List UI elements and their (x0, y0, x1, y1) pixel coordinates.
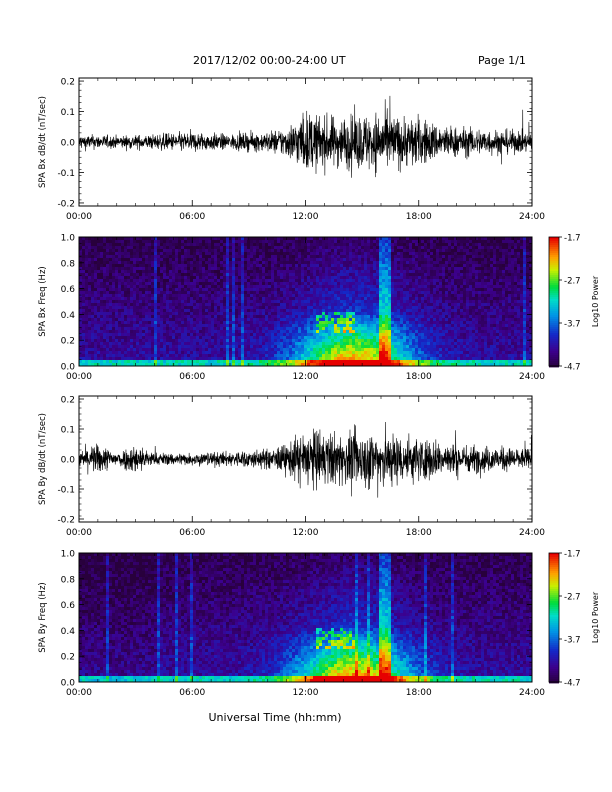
x-tick-label: 24:00 (519, 688, 545, 698)
y-axis-label: SPA By Freq (Hz) (38, 582, 48, 652)
y-tick-label: -0.1 (57, 486, 75, 496)
x-axis-label: Universal Time (hh:mm) (209, 711, 342, 724)
spectrogram-cells (79, 553, 533, 683)
panel-1: 0.2 0.1 0.0 -0.1 -0.2 00:00 06:00 12:00 18:00 24:… (38, 77, 545, 222)
colorbar-tick-label: -4.7 (564, 363, 581, 373)
y-tick-label: 0.4 (61, 627, 76, 637)
x-tick-label: 18:00 (406, 212, 432, 222)
colorbar-tick-label: -2.7 (564, 277, 581, 287)
colorbar-tick-label: -4.7 (564, 679, 581, 689)
y-tick-label: 0.6 (61, 285, 76, 295)
x-tick-label: 00:00 (66, 528, 92, 538)
x-tick-label: 18:00 (406, 372, 432, 382)
y-tick-label: -0.2 (57, 199, 75, 209)
x-tick-label: 12:00 (293, 212, 319, 222)
x-tick-label: 06:00 (179, 688, 205, 698)
y-tick-label: 0.0 (61, 456, 76, 466)
y-tick-label: -0.2 (57, 516, 75, 526)
x-tick-label: 00:00 (66, 372, 92, 382)
y-tick-label: -0.1 (57, 169, 75, 179)
x-tick-label: 12:00 (293, 688, 319, 698)
y-axis-label: SPA Bx Freq (Hz) (38, 266, 48, 336)
panel-4: -1.7 -2.7 -3.7 -4.7 Log10 Power 1.0 0.8 0.6 0.4 0… (38, 550, 600, 699)
y-tick-label: 0.4 (61, 311, 76, 321)
y-tick-label: 0.2 (61, 396, 75, 406)
colorbar-tick-label: -2.7 (564, 593, 581, 603)
y-tick-label: 0.8 (61, 259, 76, 269)
y-tick-label: 0.2 (61, 337, 75, 347)
x-tick-label: 24:00 (519, 372, 545, 382)
colorbar-label: Log10 Power (591, 275, 600, 327)
page-title: 2017/12/02 00:00-24:00 UT (193, 54, 346, 67)
panel-3: 0.2 0.1 0.0 -0.1 -0.2 00:00 06:00 12:00 18:00 24:… (38, 395, 545, 538)
page-number-label: Page 1/1 (478, 54, 526, 67)
x-tick-label: 18:00 (406, 688, 432, 698)
waveform-trace (78, 422, 533, 498)
colorbar-frame (548, 552, 560, 683)
y-axis-label: SPA Bx dB/dt (nT/sec) (38, 96, 48, 188)
y-tick-label: 1.0 (61, 234, 76, 244)
y-tick-label: 0.0 (61, 363, 76, 373)
x-tick-label: 18:00 (406, 528, 432, 538)
x-tick-label: 24:00 (519, 212, 545, 222)
x-tick-label: 06:00 (179, 372, 205, 382)
y-tick-label: 0.1 (61, 108, 75, 118)
colorbar-frame (548, 236, 560, 367)
x-tick-label: 00:00 (66, 688, 92, 698)
x-tick-label: 24:00 (519, 528, 545, 538)
colorbar: -1.7 -2.7 -3.7 -4.7 Log10 Power (548, 234, 600, 373)
colorbar-tick-label: -3.7 (564, 636, 581, 646)
y-tick-label: 0.2 (61, 78, 75, 88)
colorbar-label: Log10 Power (591, 591, 600, 643)
x-tick-label: 12:00 (293, 372, 319, 382)
colorbar-tick-label: -1.7 (564, 550, 581, 560)
spectrogram-cells (79, 237, 533, 367)
y-tick-label: 0.8 (61, 575, 76, 585)
y-tick-label: 0.6 (61, 601, 76, 611)
x-tick-label: 06:00 (179, 212, 205, 222)
x-tick-label: 12:00 (293, 528, 319, 538)
colorbar: -1.7 -2.7 -3.7 -4.7 Log10 Power (548, 550, 600, 689)
x-tick-label: 00:00 (66, 212, 92, 222)
colorbar-tick-label: -1.7 (564, 234, 581, 244)
y-tick-label: 0.0 (61, 679, 76, 689)
colorbar-tick-label: -3.7 (564, 320, 581, 330)
waveform-trace (78, 95, 533, 178)
y-axis-label: SPA By dB/dt (nT/sec) (38, 413, 48, 505)
y-tick-label: 1.0 (61, 550, 76, 560)
x-tick-label: 06:00 (179, 528, 205, 538)
y-tick-label: 0.1 (61, 426, 75, 436)
y-tick-label: 0.0 (61, 139, 76, 149)
panel-2: -1.7 -2.7 -3.7 -4.7 Log10 Power 1.0 0.8 0.6 0.4 0… (38, 234, 600, 383)
y-tick-label: 0.2 (61, 653, 75, 663)
